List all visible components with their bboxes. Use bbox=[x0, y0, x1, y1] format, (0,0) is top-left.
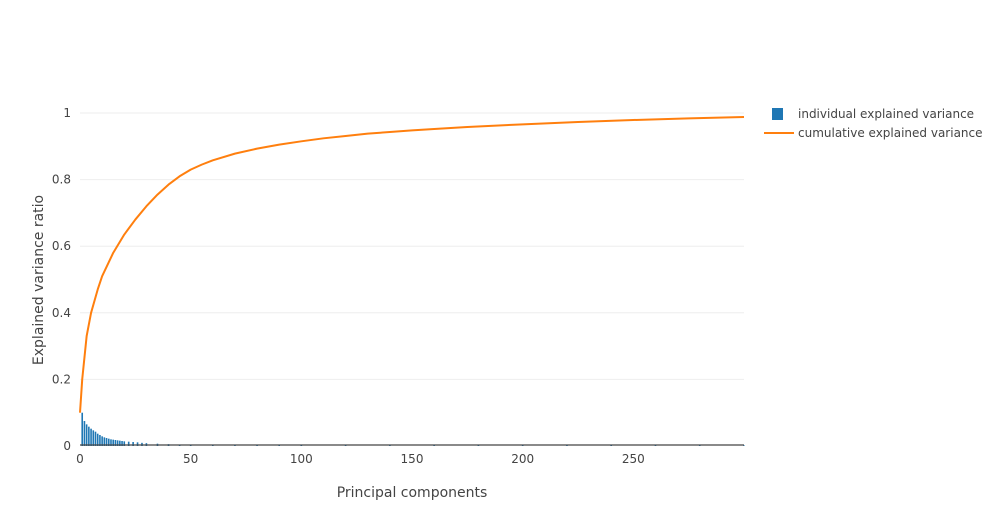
bar bbox=[521, 445, 524, 446]
bar bbox=[110, 439, 112, 446]
legend-label-individual: individual explained variance bbox=[798, 107, 974, 121]
bar bbox=[99, 435, 101, 446]
x-tick-label: 50 bbox=[183, 452, 198, 466]
bar bbox=[300, 445, 303, 446]
bar bbox=[389, 445, 391, 446]
bar bbox=[94, 431, 97, 446]
x-tick-label: 250 bbox=[622, 452, 645, 466]
bar bbox=[85, 424, 88, 446]
bar bbox=[105, 438, 108, 446]
bar bbox=[92, 430, 95, 446]
y-axis-title: Explained variance ratio bbox=[31, 195, 47, 365]
bar bbox=[278, 445, 280, 446]
bar bbox=[96, 433, 99, 446]
y-tick-label: 0.4 bbox=[52, 306, 71, 320]
legend: individual explained variance cumulative … bbox=[764, 107, 983, 140]
x-tick-label: 100 bbox=[290, 452, 313, 466]
cumulative-line bbox=[79, 116, 745, 413]
y-tick-label: 0 bbox=[63, 439, 71, 453]
bar bbox=[566, 445, 568, 446]
bar bbox=[256, 445, 258, 446]
bar bbox=[698, 445, 701, 446]
x-tick-label: 0 bbox=[76, 452, 84, 466]
axis-layer: 0 0.2 0.4 0.6 0.8 1 0 50 100 150 200 250 bbox=[52, 106, 744, 466]
bar bbox=[654, 445, 657, 446]
y-tick-label: 0.6 bbox=[52, 239, 71, 253]
bar bbox=[610, 445, 612, 446]
y-tick-label: 0.8 bbox=[52, 173, 71, 187]
bar bbox=[121, 441, 123, 446]
bar bbox=[477, 445, 480, 446]
x-tick-label: 200 bbox=[511, 452, 534, 466]
bar bbox=[83, 421, 86, 446]
bar bbox=[136, 442, 139, 446]
bar bbox=[103, 437, 106, 446]
bar bbox=[107, 438, 110, 446]
bar bbox=[114, 440, 117, 446]
bar bbox=[344, 445, 347, 446]
legend-label-cumulative: cumulative explained variance bbox=[798, 126, 983, 140]
line-layer bbox=[79, 116, 745, 413]
bar bbox=[119, 440, 121, 446]
legend-swatch-bar bbox=[772, 108, 783, 120]
bar bbox=[743, 445, 745, 446]
x-tick-label: 150 bbox=[401, 452, 424, 466]
bar bbox=[123, 441, 126, 446]
bar bbox=[433, 445, 435, 446]
bar bbox=[132, 442, 134, 446]
bar bbox=[81, 412, 84, 446]
y-tick-label: 1 bbox=[63, 106, 71, 120]
grid-layer bbox=[80, 112, 744, 380]
y-tick-label: 0.2 bbox=[52, 372, 71, 386]
bar bbox=[127, 441, 130, 446]
bar bbox=[88, 426, 90, 446]
x-axis-title: Principal components bbox=[337, 485, 488, 501]
bar bbox=[101, 436, 103, 446]
bar bbox=[90, 428, 92, 446]
bar bbox=[116, 440, 119, 446]
bar bbox=[112, 439, 114, 446]
bar-layer bbox=[81, 412, 745, 446]
